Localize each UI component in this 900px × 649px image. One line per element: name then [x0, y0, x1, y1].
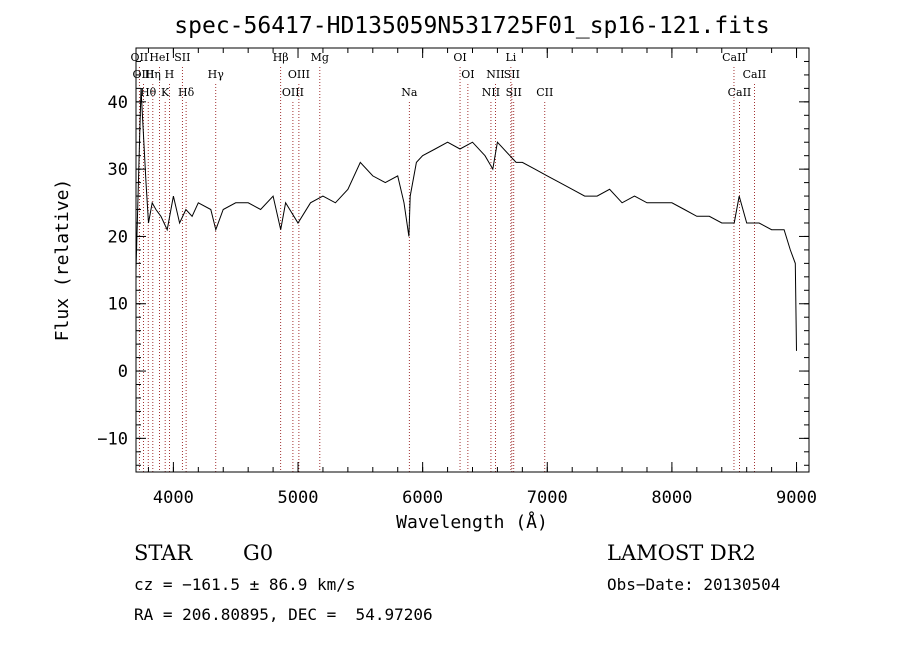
- obs-date-text: Obs−Date: 20130504: [607, 575, 780, 594]
- y-axis-label: Flux (relative): [52, 179, 73, 342]
- y-tick-label: 30: [108, 160, 128, 180]
- marker-label: Na: [401, 86, 418, 99]
- marker-label: NII: [486, 68, 504, 81]
- y-tick-label: 40: [108, 93, 128, 113]
- marker-label: H: [165, 68, 175, 81]
- y-tick-label: −10: [97, 429, 128, 449]
- marker-label: NII: [482, 86, 500, 99]
- x-axis-label: Wavelength (Å): [396, 511, 548, 533]
- marker-label: Hβ: [273, 51, 289, 64]
- marker-label: OI: [461, 68, 474, 81]
- chart-title: spec-56417-HD135059N531725F01_sp16-121.f…: [174, 13, 769, 39]
- marker-label: OIII: [282, 86, 304, 99]
- marker-label: SII: [504, 68, 520, 81]
- marker-label: Hθ: [140, 86, 157, 99]
- marker-label: Mg: [311, 51, 329, 64]
- x-tick-label: 6000: [402, 488, 443, 508]
- x-tick-label: 7000: [527, 488, 568, 508]
- marker-label: OIII: [132, 68, 154, 81]
- marker-label: HeI: [149, 51, 169, 64]
- x-tick-label: 4000: [153, 488, 194, 508]
- marker-label: CaII: [743, 68, 767, 81]
- marker-label: Li: [505, 51, 516, 64]
- x-tick-label: 9000: [776, 488, 817, 508]
- marker-label: OIII: [288, 68, 310, 81]
- marker-label: Hη: [145, 68, 161, 81]
- x-axis-ticks: 4000 5000 6000 7000 8000 9000: [147, 48, 817, 508]
- marker-label: Hδ: [178, 86, 195, 99]
- y-tick-label: 20: [108, 227, 128, 247]
- object-class: STAR: [134, 541, 193, 565]
- marker-label: Hγ: [208, 68, 225, 81]
- marker-label: CaII: [728, 86, 752, 99]
- marker-label: OI: [453, 51, 466, 64]
- y-axis-ticks: −10 0 10 20 30 40: [97, 47, 809, 466]
- plot-frame: [135, 47, 810, 473]
- marker-label: OII: [131, 51, 149, 64]
- x-tick-label: 8000: [651, 488, 692, 508]
- y-tick-label: 10: [108, 295, 128, 315]
- marker-label: CII: [536, 86, 553, 99]
- marker-label: K: [161, 86, 170, 99]
- survey-name: LAMOST DR2: [607, 541, 756, 565]
- object-subclass: G0: [243, 541, 273, 565]
- marker-label: SII: [506, 86, 522, 99]
- marker-label: CaII: [722, 51, 746, 64]
- coords-text: RA = 206.80895, DEC = 54.97206: [134, 605, 433, 624]
- marker-label: SII: [174, 51, 190, 64]
- spectrum-line: [135, 88, 797, 351]
- redshift-text: cz = −161.5 ± 86.9 km/s: [134, 575, 356, 594]
- y-tick-label: 0: [118, 362, 128, 382]
- x-tick-label: 5000: [278, 488, 319, 508]
